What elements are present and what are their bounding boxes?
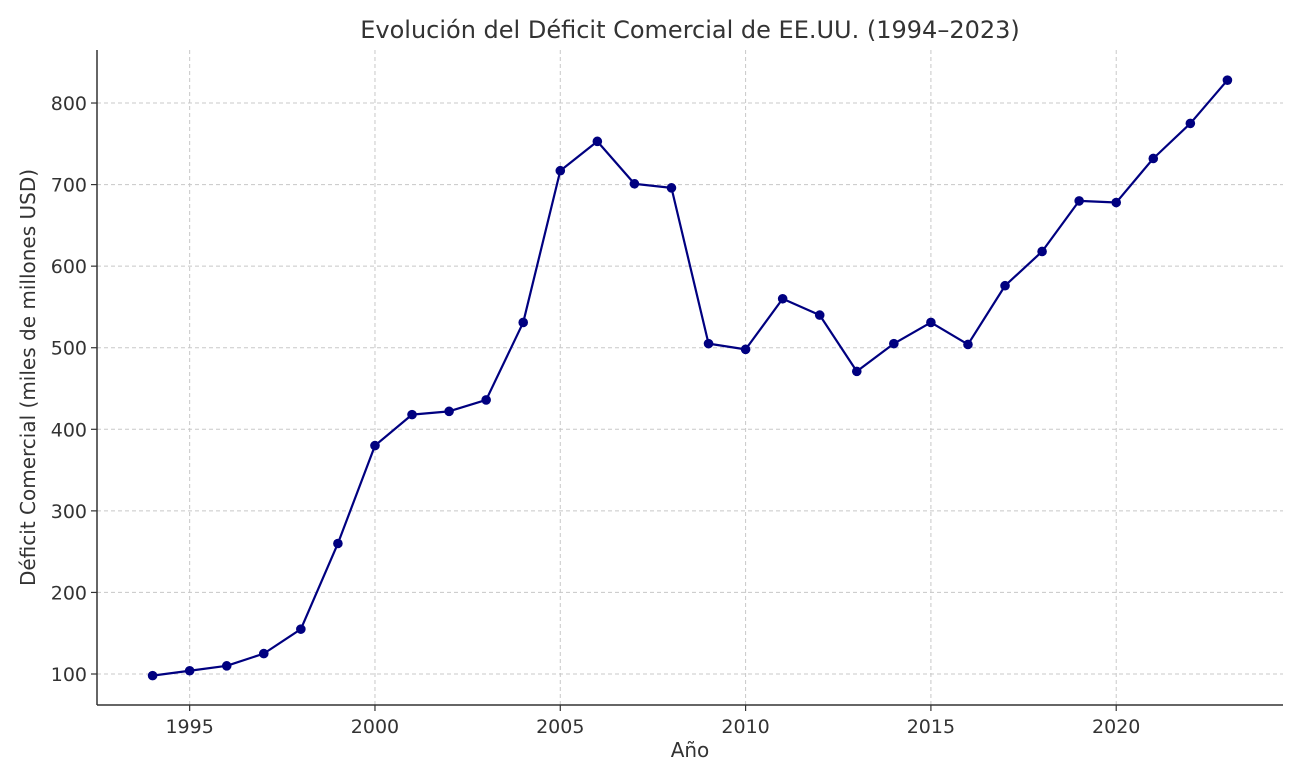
y-tick-label: 500 — [51, 338, 87, 360]
data-point — [258, 648, 269, 659]
axes-layer — [96, 50, 1283, 706]
y-tick-label: 300 — [51, 501, 87, 523]
x-tick-label: 2020 — [1092, 716, 1140, 738]
data-point — [481, 395, 491, 405]
data-point — [1037, 246, 1047, 257]
data-point — [518, 317, 529, 328]
y-tick-label: 200 — [51, 582, 87, 604]
data-point — [592, 136, 603, 147]
data-point — [184, 665, 195, 676]
data-point — [407, 409, 417, 420]
data-point — [851, 366, 862, 377]
data-point — [221, 661, 232, 671]
x-tick-label: 2010 — [721, 716, 769, 738]
grid-layer — [97, 50, 1283, 705]
ticks-layer: 1995 2000 2005 2010 2015 2020 100 200 300 400 500 6… — [51, 93, 1141, 738]
series-layer — [147, 75, 1233, 681]
y-tick-label: 100 — [51, 664, 87, 686]
data-point — [333, 538, 343, 549]
data-point — [926, 317, 936, 328]
data-point — [889, 338, 899, 349]
data-point — [1148, 153, 1159, 164]
y-tick-label: 400 — [51, 419, 87, 441]
data-point — [777, 293, 788, 304]
x-tick-label: 1995 — [165, 716, 213, 738]
data-point — [1000, 280, 1010, 291]
data-point — [814, 310, 825, 320]
data-point — [147, 670, 158, 681]
x-tick-label: 2015 — [907, 716, 955, 738]
x-axis-title: Año — [671, 738, 710, 762]
data-point — [296, 624, 306, 634]
y-tick-label: 700 — [51, 175, 87, 197]
chart-title: Evolución del Déficit Comercial de EE.UU… — [360, 16, 1020, 44]
y-axis-title: Déficit Comercial (miles de millones USD… — [16, 169, 40, 586]
data-point — [370, 440, 380, 451]
data-point — [444, 406, 454, 417]
data-point — [1185, 118, 1196, 129]
x-tick-label: 2005 — [536, 716, 584, 738]
data-point — [703, 338, 714, 349]
data-point — [1111, 197, 1122, 208]
y-tick-label: 800 — [51, 93, 87, 115]
data-point — [1222, 75, 1233, 85]
data-point — [740, 344, 751, 355]
data-point — [963, 339, 973, 350]
data-point — [666, 183, 677, 193]
x-tick-label: 2000 — [351, 716, 399, 738]
data-point — [555, 165, 566, 176]
y-tick-label: 600 — [51, 256, 87, 278]
data-point — [629, 178, 640, 189]
series-line — [152, 79, 1229, 677]
data-point — [1074, 196, 1084, 206]
